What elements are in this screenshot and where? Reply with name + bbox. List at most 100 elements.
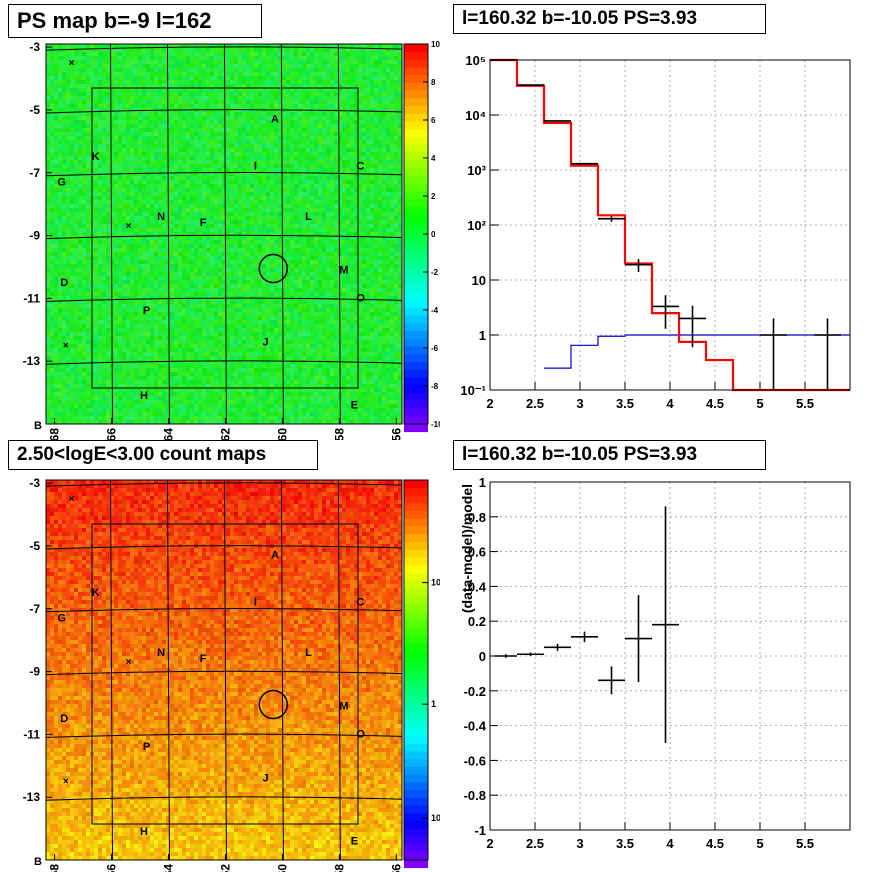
map-pixel: [210, 356, 215, 361]
map-pixel: [170, 124, 175, 129]
map-pixel: [206, 328, 211, 333]
map-pixel: [122, 180, 127, 185]
map-pixel: [54, 120, 59, 125]
map-pixel: [70, 348, 75, 353]
map-pixel: [78, 308, 83, 313]
map-pixel: [98, 276, 103, 281]
map-pixel: [178, 56, 183, 61]
map-pixel: [82, 96, 87, 101]
map-pixel: [234, 292, 239, 297]
map-pixel: [150, 352, 155, 357]
map-pixel: [206, 356, 211, 361]
map-pixel: [50, 300, 55, 305]
map-pixel: [142, 304, 147, 309]
map-pixel: [186, 396, 191, 401]
map-pixel: [66, 168, 71, 173]
map-pixel: [230, 264, 235, 269]
map-pixel: [114, 212, 119, 217]
map-pixel: [214, 416, 219, 421]
map-pixel: [82, 392, 87, 397]
map-pixel: [74, 264, 79, 269]
map-pixel: [214, 156, 219, 161]
map-pixel: [234, 320, 239, 325]
map-pixel: [198, 304, 203, 309]
map-pixel: [230, 184, 235, 189]
map-pixel: [62, 68, 67, 73]
map-pixel: [58, 380, 63, 385]
map-pixel: [246, 152, 251, 157]
map-pixel: [106, 204, 111, 209]
map-pixel: [158, 384, 163, 389]
map-pixel: [106, 196, 111, 201]
map-pixel: [86, 168, 91, 173]
map-pixel: [50, 80, 55, 85]
map-pixel: [246, 372, 251, 377]
map-pixel: [230, 212, 235, 217]
map-pixel: [130, 316, 135, 321]
map-pixel: [74, 156, 79, 161]
map-pixel: [154, 284, 159, 289]
map-pixel: [126, 420, 131, 425]
map-pixel: [134, 216, 139, 221]
map-pixel: [170, 348, 175, 353]
map-pixel: [174, 256, 179, 261]
map-pixel: [182, 368, 187, 373]
map-pixel: [114, 400, 119, 405]
map-pixel: [154, 352, 159, 357]
map-pixel: [102, 368, 107, 373]
map-pixel: [210, 368, 215, 373]
map-pixel: [198, 344, 203, 349]
map-pixel: [94, 336, 99, 341]
map-pixel: [70, 172, 75, 177]
map-pixel: [150, 244, 155, 249]
map-pixel: [174, 152, 179, 157]
map-pixel: [50, 192, 55, 197]
map-pixel: [118, 208, 123, 213]
map-pixel: [106, 44, 111, 49]
map-pixel: [54, 296, 59, 301]
map-pixel: [130, 396, 135, 401]
map-pixel: [114, 288, 119, 293]
map-pixel: [182, 392, 187, 397]
map-pixel: [186, 136, 191, 141]
map-pixel: [86, 364, 91, 369]
map-pixel: [74, 268, 79, 273]
map-pixel: [122, 376, 127, 381]
map-pixel: [62, 212, 67, 217]
map-pixel: [254, 140, 259, 145]
map-pixel: [154, 68, 159, 73]
map-pixel: [230, 216, 235, 221]
map-pixel: [210, 120, 215, 125]
map-pixel: [58, 192, 63, 197]
map-pixel: [238, 268, 243, 273]
map-pixel: [194, 144, 199, 149]
map-pixel: [186, 208, 191, 213]
map-pixel: [170, 68, 175, 73]
map-pixel: [130, 180, 135, 185]
map-pixel: [166, 68, 171, 73]
map-pixel: [206, 280, 211, 285]
map-pixel: [54, 380, 59, 385]
map-pixel: [70, 80, 75, 85]
map-pixel: [134, 324, 139, 329]
map-pixel: [226, 216, 231, 221]
map-pixel: [54, 304, 59, 309]
map-pixel: [234, 212, 239, 217]
map-pixel: [102, 364, 107, 369]
map-pixel: [54, 340, 59, 345]
map-pixel: [182, 308, 187, 313]
map-pixel: [170, 292, 175, 297]
map-pixel: [230, 376, 235, 381]
map-pixel: [150, 296, 155, 301]
map-pixel: [182, 216, 187, 221]
map-pixel: [254, 76, 259, 81]
map-pixel: [250, 96, 255, 101]
map-pixel: [210, 48, 215, 53]
map-pixel: [146, 296, 151, 301]
map-pixel: [178, 196, 183, 201]
map-pixel: [230, 340, 235, 345]
map-pixel: [46, 372, 51, 377]
map-pixel: [66, 200, 71, 205]
map-pixel: [46, 160, 51, 165]
map-pixel: [50, 356, 55, 361]
